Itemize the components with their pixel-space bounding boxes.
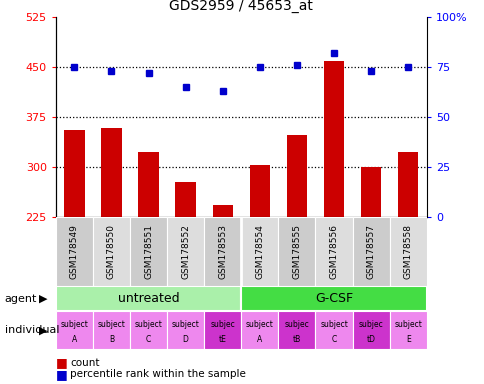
Text: GSM178549: GSM178549 (70, 224, 79, 279)
Text: subjec: subjec (284, 320, 309, 329)
Bar (241, 286, 426, 311)
Bar (352, 311, 389, 349)
Text: GSM178550: GSM178550 (106, 224, 116, 279)
Bar (315, 217, 352, 286)
Text: subject: subject (135, 320, 162, 329)
Text: A: A (257, 335, 262, 344)
Text: GSM178558: GSM178558 (403, 224, 412, 279)
Bar (397, 152, 418, 217)
Text: tD: tD (366, 335, 375, 344)
Text: GSM178555: GSM178555 (292, 224, 301, 279)
Bar (130, 311, 166, 349)
Text: GSM178557: GSM178557 (366, 224, 375, 279)
Text: untreated: untreated (118, 292, 179, 305)
Bar (204, 311, 241, 349)
Bar (130, 217, 166, 286)
Text: ▶: ▶ (39, 293, 48, 304)
Bar (278, 217, 315, 286)
Bar (56, 311, 93, 349)
Text: G-CSF: G-CSF (314, 292, 352, 305)
Text: subject: subject (245, 320, 273, 329)
Bar (241, 311, 278, 349)
Text: agent: agent (5, 293, 37, 304)
Text: B: B (108, 335, 114, 344)
Bar (166, 311, 204, 349)
Text: percentile rank within the sample: percentile rank within the sample (70, 369, 246, 379)
Text: tE: tE (218, 335, 226, 344)
Text: ■: ■ (56, 356, 67, 369)
Text: GSM178556: GSM178556 (329, 224, 338, 279)
Text: ■: ■ (56, 368, 67, 381)
Text: ▶: ▶ (39, 325, 48, 335)
Bar (175, 182, 196, 217)
Bar (323, 61, 344, 217)
Title: GDS2959 / 45653_at: GDS2959 / 45653_at (169, 0, 313, 13)
Text: individual: individual (5, 325, 59, 335)
Bar (56, 217, 93, 286)
Bar (286, 135, 306, 217)
Bar (138, 152, 158, 217)
Bar (389, 311, 426, 349)
Bar (93, 311, 130, 349)
Text: E: E (405, 335, 410, 344)
Text: C: C (146, 335, 151, 344)
Bar (101, 128, 121, 217)
Text: GSM178554: GSM178554 (255, 224, 264, 279)
Text: subject: subject (171, 320, 199, 329)
Text: D: D (182, 335, 188, 344)
Bar (166, 217, 204, 286)
Text: subject: subject (319, 320, 347, 329)
Bar (241, 217, 278, 286)
Bar (212, 205, 232, 217)
Bar (204, 217, 241, 286)
Text: subject: subject (393, 320, 421, 329)
Text: count: count (70, 358, 100, 368)
Bar (315, 311, 352, 349)
Text: A: A (72, 335, 77, 344)
Text: subjec: subjec (210, 320, 235, 329)
Text: subject: subject (60, 320, 88, 329)
Bar (352, 217, 389, 286)
Bar (278, 311, 315, 349)
Text: subjec: subjec (358, 320, 383, 329)
Text: GSM178552: GSM178552 (181, 224, 190, 279)
Bar (93, 217, 130, 286)
Bar (56, 286, 241, 311)
Bar (389, 217, 426, 286)
Text: subject: subject (97, 320, 125, 329)
Text: GSM178553: GSM178553 (218, 224, 227, 279)
Bar (64, 131, 84, 217)
Text: tB: tB (292, 335, 301, 344)
Text: GSM178551: GSM178551 (144, 224, 153, 279)
Bar (360, 167, 380, 217)
Text: C: C (331, 335, 336, 344)
Bar (249, 165, 270, 217)
